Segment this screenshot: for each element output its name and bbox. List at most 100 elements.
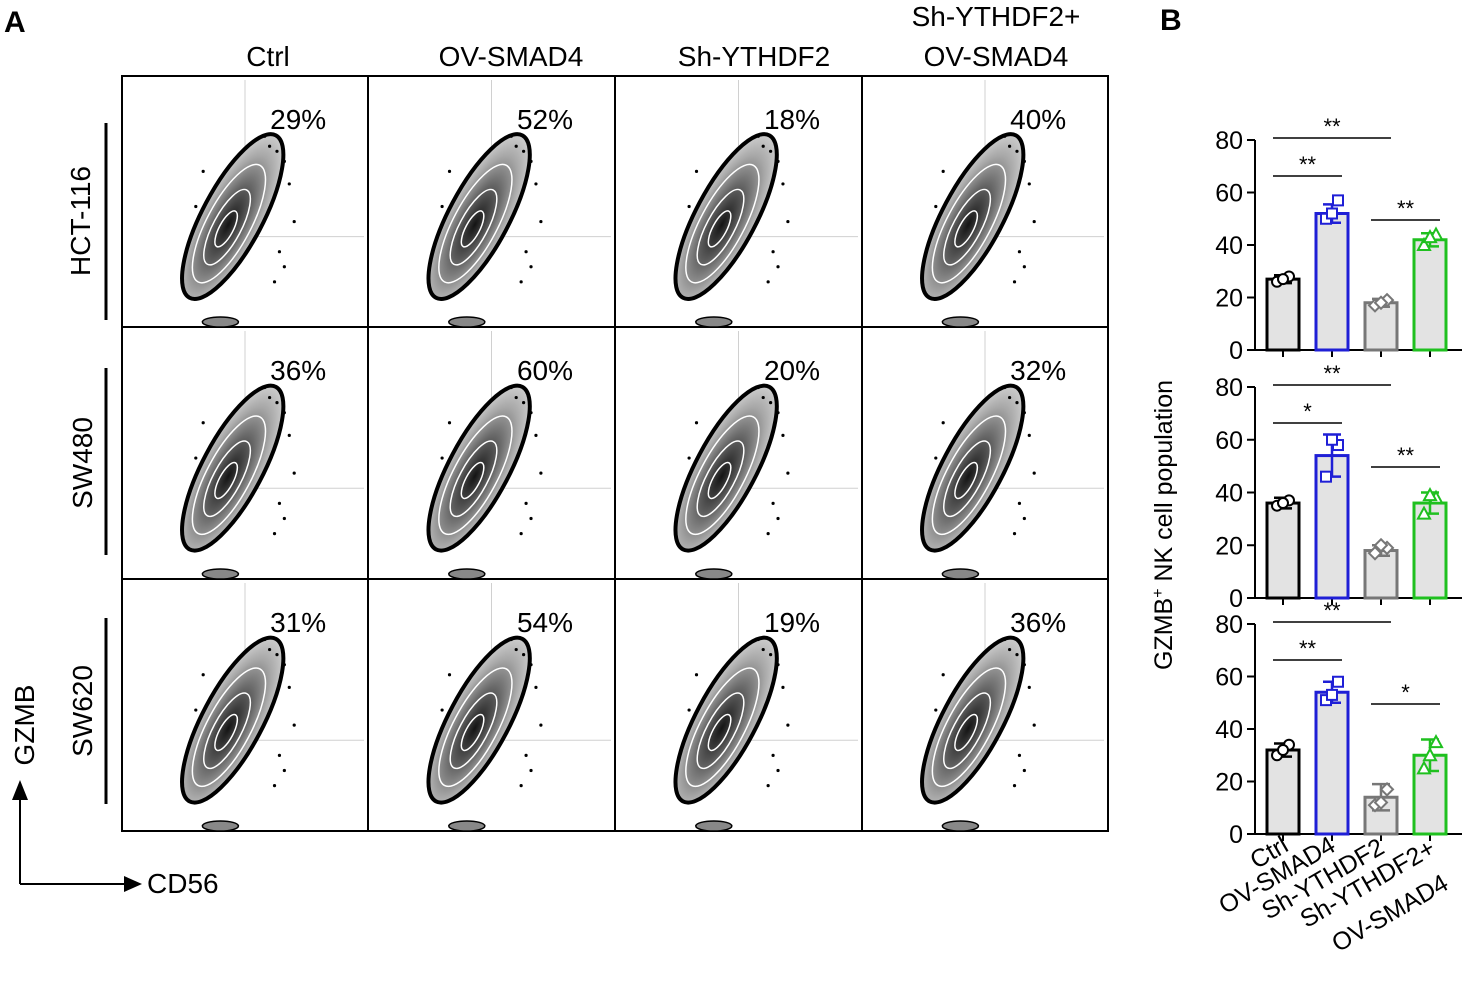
density-contour (214, 461, 239, 500)
event-dot (201, 169, 205, 173)
flow-plot: 20% (673, 331, 858, 580)
flow-plot: 36% (180, 331, 364, 580)
event-dot (440, 708, 444, 712)
flow-plot: 60% (426, 331, 611, 580)
event-dot (1012, 784, 1017, 788)
event-dot (509, 637, 513, 642)
event-dot (275, 653, 279, 657)
density-contour-outer (673, 132, 779, 302)
data-point (1326, 688, 1338, 701)
event-dot (282, 411, 286, 415)
y-axis-title: GZMB+ NK cell population (1150, 380, 1178, 670)
significance-label: * (1401, 680, 1410, 705)
data-point (1416, 505, 1432, 520)
density-contour (214, 210, 239, 248)
gate-percentage: 36% (1010, 607, 1066, 638)
row-label-sw620: SW620 (67, 618, 108, 804)
event-dot (440, 204, 444, 209)
event-dot (941, 673, 945, 677)
event-dot (1022, 265, 1026, 269)
event-dot (1022, 411, 1026, 415)
baseline-cluster (941, 820, 980, 832)
event-dot (687, 708, 691, 712)
event-dot (1032, 219, 1036, 224)
y-tick-label: 0 (1229, 821, 1243, 849)
significance-label: ** (1323, 598, 1341, 623)
event-dot (781, 685, 785, 689)
density-contour (707, 713, 732, 752)
event-dot (766, 280, 770, 284)
event-dot (1003, 385, 1007, 390)
event-dot (1032, 723, 1036, 727)
y-tick-label: 0 (1229, 585, 1243, 613)
density-contour (449, 440, 498, 518)
event-dot (447, 421, 452, 425)
baseline-cluster (941, 568, 980, 580)
event-dot (292, 219, 296, 224)
column-header-ctrl: Ctrl (246, 41, 290, 72)
flow-plot: 36% (920, 583, 1104, 832)
density-contour (460, 713, 485, 752)
baseline-cluster (201, 316, 240, 328)
event-dot (1012, 280, 1017, 284)
density-contour (696, 692, 745, 770)
density-contour (191, 415, 267, 536)
flow-plot: 18% (673, 80, 858, 328)
event-dot (941, 169, 945, 173)
event-dot (1012, 532, 1017, 536)
bar (1265, 501, 1301, 600)
event-dot (524, 250, 528, 254)
event-dot (275, 401, 279, 405)
density-contour (696, 188, 745, 266)
event-dot (272, 784, 277, 788)
event-dot (1015, 401, 1019, 405)
event-dot (1008, 395, 1012, 400)
event-dot (539, 219, 543, 224)
event-dot (1022, 159, 1026, 163)
x-axis-label-cd56: CD56 (147, 868, 219, 899)
y-tick-label: 80 (1215, 611, 1243, 639)
event-dot (529, 516, 533, 521)
event-dot (769, 149, 773, 153)
density-contour (954, 210, 979, 248)
data-point (1277, 497, 1289, 510)
event-dot (1022, 768, 1026, 773)
event-dot (514, 144, 518, 148)
event-dot (509, 134, 513, 138)
y-tick-label: 40 (1215, 480, 1243, 508)
bar (1363, 301, 1399, 352)
event-dot (1027, 685, 1031, 689)
event-dot (282, 516, 286, 521)
bar (1412, 238, 1448, 352)
event-dot (761, 144, 765, 148)
row-label-text: SW620 (67, 665, 98, 757)
event-dot (519, 784, 523, 788)
density-contour (685, 163, 760, 284)
event-dot (1022, 663, 1026, 667)
gate-percentage: 40% (1010, 104, 1066, 135)
flow-plot: 54% (426, 583, 611, 832)
gate-percentage: 36% (270, 355, 326, 386)
event-dot (287, 433, 291, 437)
event-dot (781, 182, 785, 186)
event-dot (292, 723, 296, 727)
event-dot (194, 204, 198, 209)
event-dot (268, 647, 272, 652)
baseline-cluster (695, 316, 733, 328)
y-tick-label: 40 (1215, 716, 1243, 744)
x-category-labels: Ctrl OV-SMAD4 Sh-YTHDF2 Sh-YTHDF2+ OV-SM… (1214, 831, 1453, 958)
event-dot (781, 433, 785, 437)
density-contour-outer (180, 383, 286, 553)
data-point (1326, 433, 1338, 446)
gate-percentage: 60% (517, 355, 573, 386)
axis-indicator: GZMB CD56 (9, 685, 219, 899)
event-dot (447, 169, 452, 173)
event-dot (769, 653, 773, 657)
event-dot (514, 395, 518, 400)
event-dot (771, 753, 775, 758)
event-dot (694, 673, 699, 677)
event-dot (771, 250, 775, 254)
event-dot (287, 182, 291, 186)
bar (1314, 212, 1350, 352)
